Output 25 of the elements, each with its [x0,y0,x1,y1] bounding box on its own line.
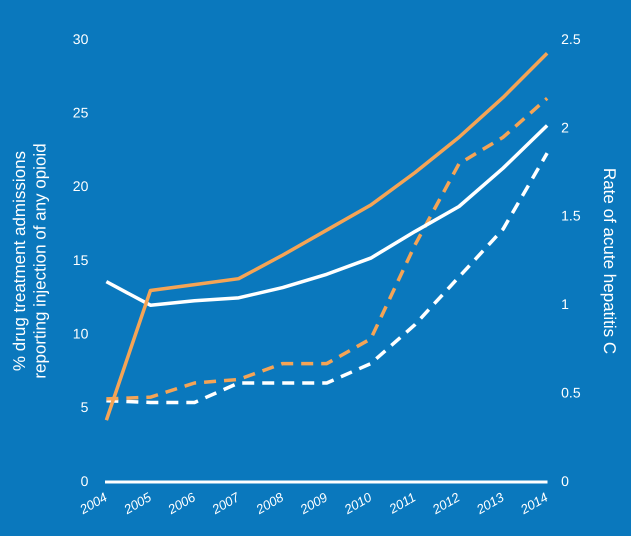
y-tick-label: 5 [80,399,89,416]
x-tick-label: 2004 [76,490,110,518]
x-tick-label: 2011 [386,490,418,517]
y-tick-label: 0 [80,472,89,489]
y2-tick-label: 1.5 [561,208,581,224]
y2-tick-label: 0.5 [561,384,581,400]
y-tick-label: 20 [72,178,89,194]
x-tick-label: 2013 [472,489,508,518]
y-tick-label: 25 [72,104,89,121]
x-tick-label: 2010 [340,489,375,518]
x-tick-label: 2008 [252,489,287,518]
x-tick-label: 2009 [296,490,330,518]
y-tick-label: 30 [72,30,89,47]
y2-tick-label: 1 [561,296,570,312]
y2-axis-title: Rate of acute hepatitis C [600,168,620,354]
y2-tick-label: 0 [561,472,570,489]
y2-tick-label: 2.5 [561,30,581,47]
y-tick-label: 15 [72,252,89,268]
y-axis-title: % drug treatment admissions reporting injection of any opioid [10,143,50,379]
x-tick-label: 2012 [428,489,463,518]
x-tick-label: 2006 [164,489,198,518]
y-tick-label: 10 [72,326,89,342]
line-series [104,151,549,404]
x-tick-label: 2014 [517,490,550,518]
y2-tick-label: 2 [561,119,570,136]
